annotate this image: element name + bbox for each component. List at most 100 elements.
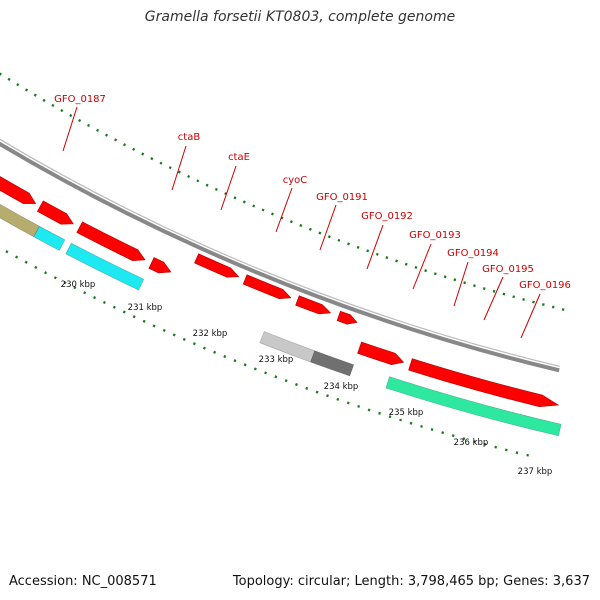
scale-label: 235 kbp xyxy=(389,408,424,418)
outer-ring-tick xyxy=(162,328,166,332)
outer-ring-tick xyxy=(15,255,19,259)
accession-text: Accession: NC_008571 xyxy=(9,574,157,589)
inner-ring-tick xyxy=(375,252,379,256)
outer-ring-tick xyxy=(357,404,361,408)
gene-label-gfo-0193: GFO_0193 xyxy=(409,230,461,241)
leader-line-ctab xyxy=(171,145,187,191)
outer-ring-tick xyxy=(192,342,196,346)
gene-label-ctae: ctaE xyxy=(228,152,250,163)
cds-arrow xyxy=(408,358,560,408)
outer-ring-tick xyxy=(213,350,217,354)
outer-ring-tick xyxy=(264,371,268,375)
inner-ring-tick xyxy=(280,216,284,220)
scale-label: 231 kbp xyxy=(128,303,163,313)
scale-label: 237 kbp xyxy=(518,467,553,477)
backbone-outer xyxy=(0,141,560,373)
inner-ring-tick xyxy=(385,256,389,260)
map-title: Gramella forsetii KT0803, complete genom… xyxy=(144,9,456,25)
inner-ring-tick xyxy=(205,183,209,187)
gene-label-gfo-0194: GFO_0194 xyxy=(447,248,499,259)
outer-ring-tick xyxy=(63,281,67,285)
outer-ring-tick xyxy=(152,324,156,328)
outer-ring-tick xyxy=(73,286,77,290)
leader-line-gfo-0196 xyxy=(520,293,541,339)
gene-label-gfo-0192: GFO_0192 xyxy=(361,211,413,222)
outer-ring-tick xyxy=(243,363,247,367)
inner-ring-tick xyxy=(252,204,256,208)
inner-ring-tick xyxy=(542,303,545,306)
scale-label: 234 kbp xyxy=(324,382,359,392)
outer-ring-tick xyxy=(142,319,146,323)
cds-arrow xyxy=(76,221,146,262)
cds-arrow xyxy=(336,310,358,325)
inner-ring-tick xyxy=(33,93,37,97)
outer-ring-tick xyxy=(83,291,87,295)
inner-ring-tick xyxy=(299,223,303,228)
outer-ring-tick xyxy=(223,354,227,359)
outer-ring-tick xyxy=(430,428,434,432)
outer-ring-tick xyxy=(420,424,423,428)
inner-ring-tick xyxy=(433,272,437,276)
inner-ring-tick xyxy=(366,249,370,253)
outer-ring-tick xyxy=(253,367,257,371)
outer-ring-tick xyxy=(451,434,455,438)
outer-ring-tick xyxy=(284,379,288,383)
inner-ring-tick xyxy=(168,166,172,170)
outer-ring-tick xyxy=(346,401,350,405)
inner-ring-tick xyxy=(318,231,322,235)
inner-ring-tick xyxy=(395,259,399,263)
scale-label: 236 kbp xyxy=(454,438,489,448)
outer-ring-tick xyxy=(305,386,309,390)
inner-ring-tick xyxy=(24,88,29,92)
inner-ring-tick xyxy=(69,113,73,118)
inner-ring-tick xyxy=(404,262,408,266)
inner-ring-tick xyxy=(0,72,2,76)
inner-ring-tick xyxy=(414,265,418,269)
inner-ring-tick xyxy=(443,275,447,279)
outer-ring-tick xyxy=(388,415,392,419)
inner-ring-tick xyxy=(347,242,350,246)
outer-ring-tick xyxy=(409,421,413,425)
gene-label-cyoc: cyoC xyxy=(283,175,308,186)
scale-label: 233 kbp xyxy=(259,355,294,365)
outer-ring-tick xyxy=(132,315,136,319)
outer-ring-tick xyxy=(53,276,57,280)
inner-ring-tick xyxy=(105,133,109,137)
backbone-inner xyxy=(0,138,561,367)
outer-ring-tick xyxy=(34,265,38,270)
leader-line-cyoc xyxy=(275,187,293,233)
inner-ring-tick xyxy=(51,103,55,108)
inner-ring-tick xyxy=(356,245,360,249)
outer-ring-tick xyxy=(473,440,476,443)
outer-ring-tick xyxy=(5,250,9,254)
inner-ring-tick xyxy=(7,77,11,81)
inner-ring-tick xyxy=(78,118,82,123)
inner-ring-tick xyxy=(270,212,274,216)
leader-line-gfo-0193 xyxy=(412,243,432,290)
inner-ring-tick xyxy=(150,157,154,161)
inner-ring-tick xyxy=(424,269,428,273)
inner-ring-tick xyxy=(224,192,228,196)
outer-ring-tick xyxy=(367,408,371,412)
outer-ring-tick xyxy=(294,382,298,387)
feature-cyan xyxy=(65,242,145,291)
outer-ring-tick xyxy=(122,310,126,314)
cds-arrow xyxy=(295,295,332,315)
scale-label: 230 kbp xyxy=(61,280,96,290)
gene-label-gfo-0196: GFO_0196 xyxy=(519,280,571,291)
gene-label-ctab: ctaB xyxy=(178,132,201,143)
outer-ring-tick xyxy=(515,451,519,455)
scale-label: 232 kbp xyxy=(193,329,228,339)
inner-ring-tick xyxy=(42,98,46,102)
inner-ring-tick xyxy=(337,238,341,242)
leader-line-gfo-0194 xyxy=(453,261,469,307)
outer-ring-tick xyxy=(315,390,319,394)
outer-ring-tick xyxy=(494,445,498,449)
outer-ring-tick xyxy=(483,442,487,446)
inner-ring-tick xyxy=(187,174,191,179)
feature-darkgray xyxy=(310,350,355,377)
gene-label-gfo-0195: GFO_0195 xyxy=(482,264,534,275)
cds-arrow xyxy=(357,341,405,366)
inner-ring-tick xyxy=(463,281,467,285)
